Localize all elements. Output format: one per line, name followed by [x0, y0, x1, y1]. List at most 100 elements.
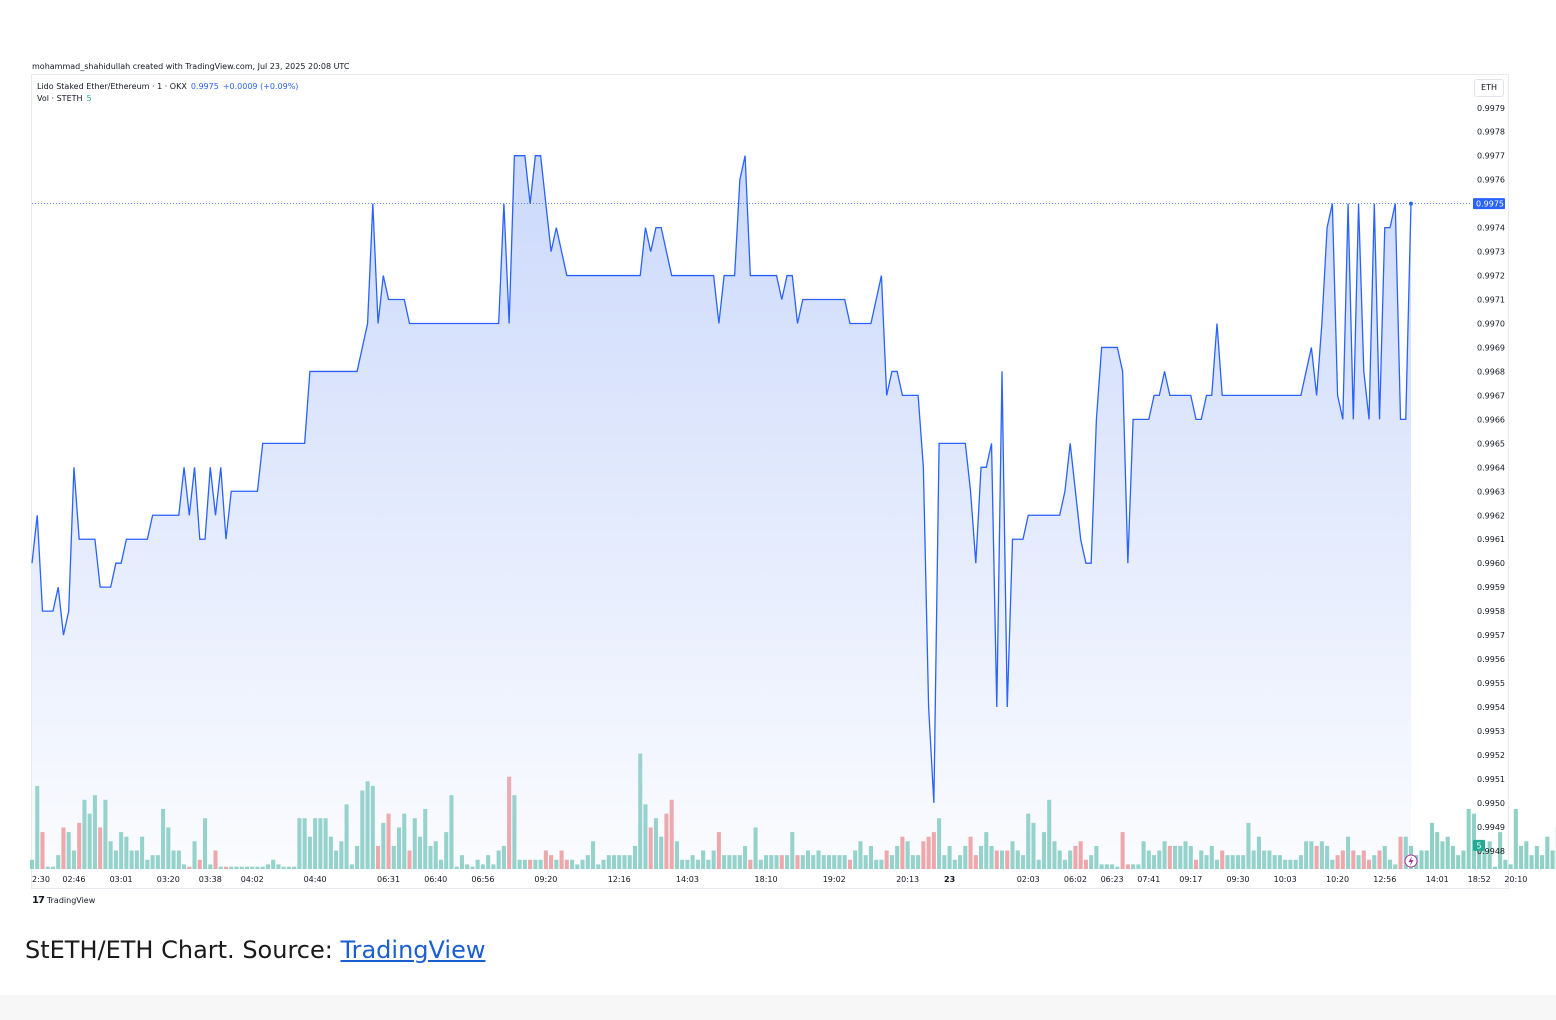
y-tick-label: 0.9954	[1477, 703, 1505, 712]
x-tick-label: 09:30	[1226, 875, 1249, 884]
y-tick-label: 0.9952	[1477, 751, 1505, 760]
volume-label[interactable]: Vol · STETH	[37, 94, 83, 103]
volume-bar	[1503, 859, 1508, 869]
x-tick-label: 03:01	[110, 875, 133, 884]
price-axis[interactable]: 0.9979 0.9978 0.9977 0.9976 0.9975 0.9974 0.99…	[1477, 104, 1505, 856]
y-tick-label: 0.9955	[1477, 679, 1505, 688]
y-tick-label: 0.9951	[1477, 775, 1505, 784]
y-tick-label: 0.9962	[1477, 511, 1505, 520]
price-area	[32, 155, 1411, 870]
volume-bar	[1524, 841, 1529, 869]
last-price-dot	[1409, 201, 1413, 206]
symbol-row: Lido Staked Ether/Ethereum · 1 · OKX 0.99…	[37, 81, 298, 93]
x-tick-label: 03:38	[199, 875, 222, 884]
y-tick-label: 0.9965	[1477, 439, 1505, 448]
last-price-tag-text: 0.9975	[1476, 200, 1504, 209]
volume-bar	[1534, 845, 1539, 869]
volume-bar	[1508, 864, 1513, 869]
y-tick-label: 0.9950	[1477, 799, 1505, 808]
volume-bar	[1550, 850, 1555, 869]
x-tick-label: 10:20	[1326, 875, 1349, 884]
y-tick-label: 0.9971	[1477, 296, 1505, 305]
x-tick-label: 09:17	[1179, 875, 1202, 884]
y-tick-label: 0.9957	[1477, 631, 1505, 640]
volume-bar	[1461, 850, 1466, 869]
volume-bar	[1540, 855, 1545, 869]
x-tick-label: 06:31	[377, 875, 400, 884]
time-axis[interactable]: 2:30 02:46 03:01 03:20 03:38 04:02 04:40 06:31 0…	[32, 875, 1527, 884]
y-tick-label: 0.9960	[1477, 559, 1505, 568]
x-tick-label: 12:16	[608, 875, 631, 884]
caption-link[interactable]: TradingView	[340, 936, 486, 964]
currency-button[interactable]: ETH	[1474, 79, 1504, 97]
volume-bar	[1429, 822, 1435, 869]
x-tick-label: 23	[944, 875, 955, 884]
volume-bar	[29, 859, 35, 869]
x-tick-label: 14:03	[676, 875, 699, 884]
last-value: 0.9975	[190, 82, 219, 91]
page-footer-band	[0, 995, 1556, 1020]
x-tick-label: 18:52	[1468, 875, 1491, 884]
y-tick-label: 0.9972	[1477, 272, 1505, 281]
y-tick-label: 0.9961	[1477, 535, 1505, 544]
symbol-name[interactable]: Lido Staked Ether/Ethereum · 1 · OKX	[37, 82, 187, 91]
volume-bar	[1440, 841, 1445, 869]
x-tick-label: 14:01	[1426, 875, 1449, 884]
x-tick-label: 19:02	[823, 875, 846, 884]
x-tick-label: 18:10	[755, 875, 778, 884]
volume-bar	[1466, 809, 1471, 869]
volume-bar	[1519, 845, 1524, 869]
x-tick-label: 04:40	[304, 875, 327, 884]
caption-text: StETH/ETH Chart. Source:	[25, 936, 341, 964]
y-tick-label: 0.9969	[1477, 343, 1505, 352]
volume-bar	[1498, 832, 1503, 869]
tradingview-brand[interactable]: 17 TradingView	[32, 895, 95, 906]
volume-bar	[1529, 855, 1534, 869]
volume-bar	[1424, 850, 1429, 869]
y-tick-label: 0.9970	[1477, 319, 1505, 328]
y-tick-label: 0.9973	[1477, 248, 1505, 257]
volume-bar	[1477, 850, 1482, 869]
volume-bar	[1482, 850, 1487, 869]
y-tick-label: 0.9977	[1477, 152, 1505, 161]
y-tick-label: 0.9976	[1477, 176, 1505, 185]
x-tick-label: 2:30	[32, 875, 50, 884]
y-tick-label: 0.9968	[1477, 367, 1505, 376]
figure-caption: StETH/ETH Chart. Source: TradingView	[25, 936, 485, 964]
x-tick-label: 06:40	[424, 875, 447, 884]
y-tick-label: 0.9967	[1477, 391, 1505, 400]
volume-row: Vol · STETH 5	[37, 93, 298, 105]
x-tick-label: 02:46	[62, 875, 85, 884]
tradingview-logo-icon: 17	[32, 895, 45, 906]
volume-value: 5	[86, 94, 92, 103]
volume-bar	[1419, 850, 1424, 869]
brand-name: TradingView	[46, 896, 96, 905]
y-tick-label: 0.9963	[1477, 487, 1505, 496]
volume-bar	[1435, 832, 1440, 869]
x-tick-label: 06:56	[471, 875, 494, 884]
price-line	[31, 155, 1412, 803]
y-tick-label: 0.9964	[1477, 463, 1505, 472]
lightning-icon[interactable]	[1404, 854, 1418, 868]
chart-credit: mohammad_shahidullah created with Tradin…	[32, 62, 350, 71]
chart-frame	[31, 74, 1509, 889]
volume-bar	[1513, 809, 1518, 869]
volume-bar	[1492, 866, 1497, 869]
x-tick-label: 04:02	[241, 875, 264, 884]
volume-bar	[1450, 845, 1455, 869]
x-tick-label: 03:20	[157, 875, 180, 884]
x-tick-label: 06:02	[1064, 875, 1087, 884]
x-tick-label: 02:03	[1017, 875, 1040, 884]
volume-bar	[1487, 841, 1492, 869]
x-tick-label: 10:03	[1274, 875, 1297, 884]
x-tick-label: 12:56	[1373, 875, 1396, 884]
last-price-tag: 0.9975	[1473, 198, 1505, 210]
last-volume-tag: 5	[1473, 839, 1485, 851]
y-tick-label: 0.9979	[1477, 104, 1505, 113]
y-tick-label: 0.9959	[1477, 583, 1505, 592]
y-tick-label: 0.9956	[1477, 655, 1505, 664]
x-tick-label: 20:13	[896, 875, 919, 884]
volume-bar	[1545, 836, 1550, 869]
y-tick-label: 0.9949	[1477, 823, 1505, 832]
